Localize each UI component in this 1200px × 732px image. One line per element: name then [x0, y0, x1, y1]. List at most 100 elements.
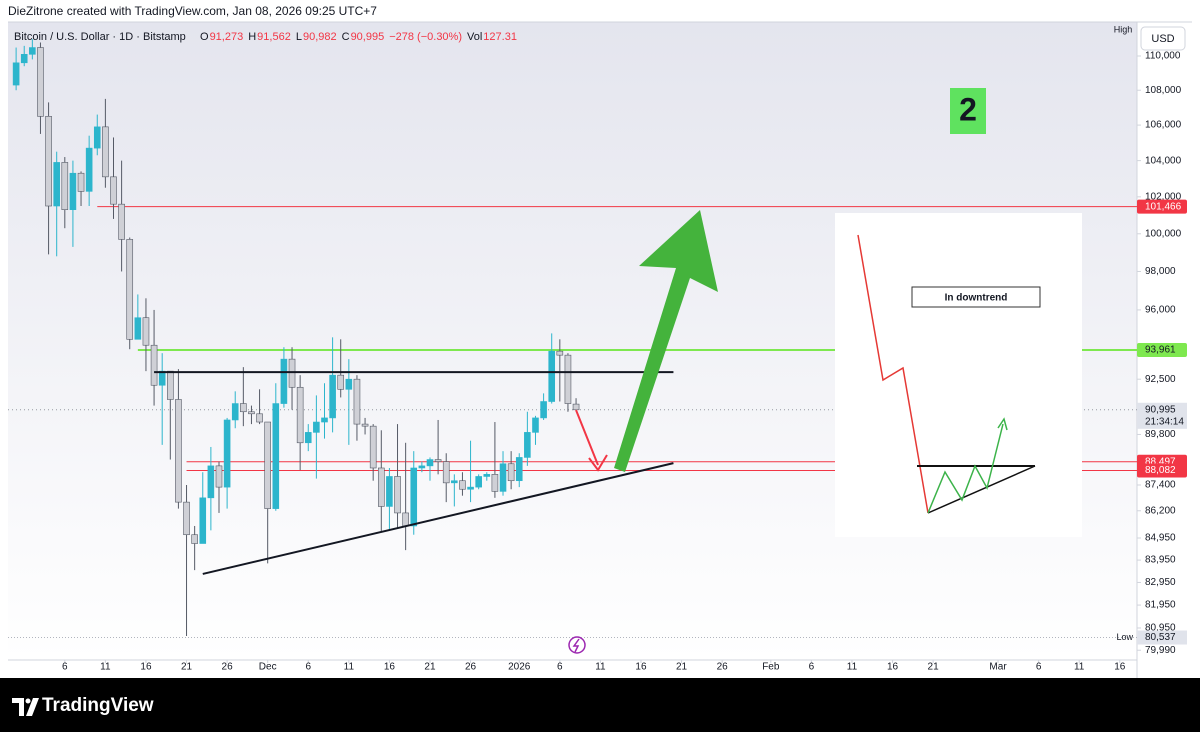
- y-tick-label: 89,800: [1145, 429, 1176, 440]
- candle-body: [126, 239, 134, 340]
- y-tick-label: 79,990: [1145, 645, 1176, 656]
- candle-body: [451, 480, 458, 484]
- y-tick-label: 98,000: [1145, 266, 1176, 277]
- y-tick-label: 83,950: [1145, 555, 1176, 566]
- inset-label: In downtrend: [945, 293, 1008, 304]
- inset-zigzag: [927, 423, 1004, 514]
- candle-body: [296, 386, 304, 444]
- event-icon[interactable]: [568, 636, 586, 654]
- candle-body: [248, 411, 255, 415]
- legend-key: L: [296, 31, 302, 43]
- candle-body: [524, 432, 531, 458]
- legend-key: C: [342, 31, 350, 43]
- legend-value: −278 (−0.30%): [389, 31, 462, 43]
- candle-body: [110, 176, 117, 205]
- x-tick-label: 6: [809, 662, 815, 673]
- candle-body: [280, 358, 288, 404]
- candle-body: [402, 512, 409, 527]
- candle-body: [37, 47, 44, 117]
- currency[interactable]: USD: [1151, 33, 1174, 45]
- y-tick-label: 100,000: [1145, 228, 1182, 239]
- current-price-box: [1137, 402, 1187, 429]
- countdown: 21:34:14: [1145, 416, 1184, 427]
- y-tick-label: 106,000: [1145, 120, 1182, 131]
- candle-body: [515, 457, 523, 482]
- high-label: High: [1114, 24, 1133, 34]
- x-tick-label: 21: [181, 662, 193, 673]
- candle-body: [183, 501, 190, 536]
- x-tick-label: 11: [1074, 662, 1085, 673]
- candle-body: [142, 317, 150, 346]
- low-label: Low: [1116, 632, 1133, 642]
- candle-body: [329, 374, 336, 419]
- price-label-box: [1137, 199, 1187, 214]
- logo-dot: [25, 698, 31, 704]
- x-tick-label: 11: [847, 662, 858, 673]
- legend-value: 90,995: [351, 31, 385, 43]
- candle-body: [475, 476, 482, 488]
- x-tick-label: 2026: [508, 662, 531, 673]
- x-tick-label: 11: [595, 662, 606, 673]
- currency-button[interactable]: [1140, 26, 1186, 51]
- inset-label-box: [911, 286, 1041, 308]
- x-tick-label: 21: [676, 662, 688, 673]
- y-tick-label: 102,000: [1145, 191, 1182, 202]
- legend-values: O 91,273 H 91,562 L 90,982 C 90,995 −278 (−0.30%…: [200, 31, 517, 43]
- trendline: [202, 462, 674, 575]
- low-value: 80,537: [1145, 632, 1176, 643]
- candle-body: [175, 399, 182, 503]
- candle-body: [199, 497, 207, 544]
- event-icon-bolt: [572, 638, 580, 653]
- legend-value: 90,982: [303, 31, 337, 43]
- x-tick-label: 6: [557, 662, 563, 673]
- candle-body: [207, 465, 215, 499]
- candle-body: [337, 374, 345, 390]
- x-tick-label: 26: [717, 662, 729, 673]
- candle-body: [167, 370, 174, 400]
- candle-body: [418, 465, 426, 469]
- x-tick-label: 21: [424, 662, 436, 673]
- candle-body: [386, 476, 393, 507]
- candle-body: [191, 534, 198, 544]
- candle-body: [223, 419, 231, 488]
- green-arrow: [614, 210, 718, 472]
- x-tick-label: 11: [344, 662, 355, 673]
- candle-body: [564, 354, 572, 404]
- candle-body: [93, 126, 101, 149]
- candle-body: [150, 344, 158, 386]
- legend-value: 91,562: [257, 31, 291, 43]
- candle-body: [532, 417, 539, 433]
- candle-body: [369, 425, 377, 469]
- candle-body: [556, 350, 564, 356]
- y-tick-label: 108,000: [1145, 85, 1182, 96]
- candle-body: [256, 413, 263, 423]
- number-badge: [950, 88, 986, 134]
- x-tick-label: 6: [305, 662, 311, 673]
- x-tick-label: 6: [62, 662, 68, 673]
- candle-body: [345, 378, 353, 390]
- candle-body: [264, 421, 271, 509]
- candle-body: [540, 401, 547, 419]
- candle-body: [53, 162, 60, 207]
- inset-arrow-head: [997, 417, 1008, 431]
- candle-body: [321, 417, 328, 423]
- candle-body: [394, 476, 401, 514]
- candle-body: [426, 459, 434, 467]
- candle-body: [134, 317, 142, 340]
- price-label: 88,497: [1145, 456, 1176, 467]
- price-label: 101,466: [1145, 201, 1182, 212]
- candle-body: [29, 47, 36, 55]
- price-label: 88,082: [1145, 465, 1176, 476]
- x-tick-label: 26: [465, 662, 477, 673]
- candle-body: [102, 126, 109, 178]
- x-tick-label: 16: [635, 662, 647, 673]
- low-value-box: [1137, 630, 1187, 645]
- candle-body: [491, 474, 499, 492]
- x-tick-label: 26: [222, 662, 234, 673]
- annotation-number: 2: [959, 91, 977, 127]
- candle-body: [215, 465, 223, 488]
- legend-key: H: [248, 31, 256, 43]
- candle-body: [434, 459, 442, 462]
